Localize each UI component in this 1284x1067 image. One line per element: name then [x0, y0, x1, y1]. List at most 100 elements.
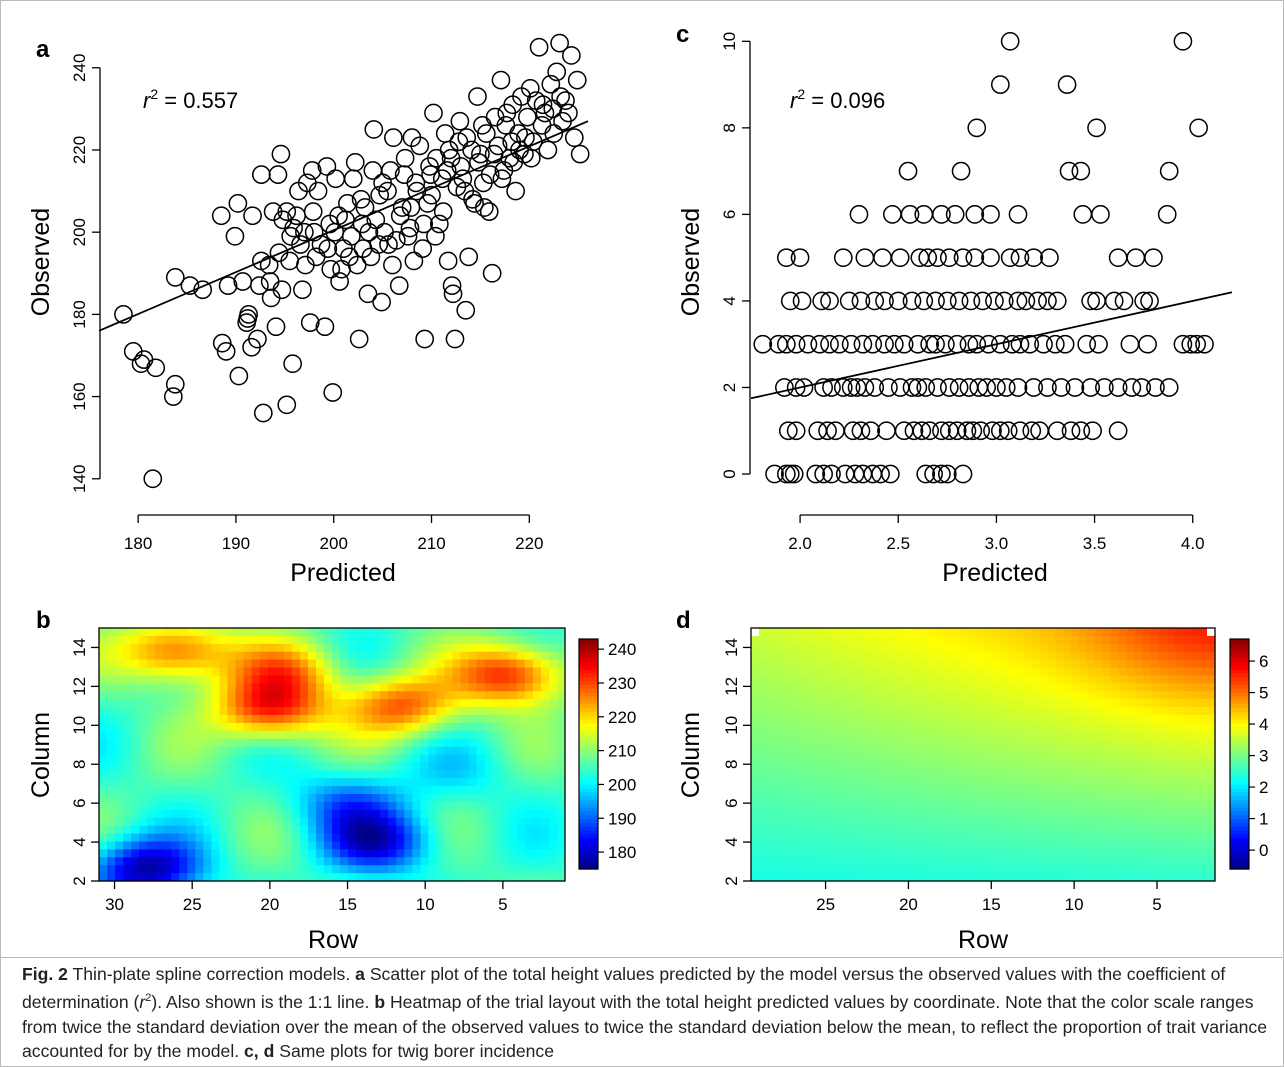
heatmap-cell	[219, 651, 229, 661]
colorbar-cell	[1230, 777, 1249, 782]
heatmap-cell	[259, 683, 269, 692]
heatmap-cell	[219, 857, 229, 866]
heatmap-cell	[1127, 817, 1136, 827]
heatmap-cell	[516, 675, 526, 684]
colorbar-tick-label: 220	[608, 708, 636, 727]
heatmap-cell	[855, 873, 864, 882]
heatmap-cell	[155, 809, 164, 819]
heatmap-cell	[492, 817, 502, 827]
heatmap-cell	[155, 707, 164, 716]
scatter-point	[808, 421, 828, 441]
heatmap-cell	[492, 651, 502, 661]
colorbar-cell	[1230, 842, 1249, 847]
heatmap-cell	[1015, 778, 1024, 787]
heatmap-cell	[1103, 762, 1112, 771]
scatter-point	[924, 464, 943, 484]
heatmap-cell	[863, 659, 872, 669]
heatmap-cell	[1191, 873, 1200, 882]
heatmap-cell	[1199, 817, 1208, 827]
heatmap-cell	[187, 825, 197, 835]
heatmap-cell	[476, 833, 486, 843]
heatmap-cell	[759, 628, 768, 637]
colorbar-cell	[1230, 658, 1249, 663]
heatmap-cell	[1191, 762, 1200, 771]
heatmap-cell	[388, 754, 397, 764]
heatmap-cell	[839, 746, 848, 756]
r2-annotation: r2 = 0.557	[143, 86, 238, 113]
heatmap-cell	[99, 841, 108, 850]
heatmap-cell	[1167, 651, 1176, 661]
heatmap-cell	[556, 675, 566, 684]
heatmap-cell	[476, 722, 486, 732]
heatmap-cell	[1111, 707, 1120, 716]
scatter-point	[216, 342, 236, 361]
heatmap-cell	[791, 738, 800, 748]
scatter-point	[786, 421, 806, 441]
heatmap-cell	[460, 754, 470, 764]
heatmap-cell	[380, 801, 389, 811]
heatmap-cell	[1063, 722, 1072, 732]
heatmap-cell	[532, 746, 542, 756]
heatmap-cell	[1095, 849, 1104, 858]
heatmap-cell	[791, 809, 800, 819]
heatmap-cell	[1007, 809, 1016, 819]
heatmap-cell	[267, 643, 277, 653]
heatmap-cell	[323, 873, 333, 882]
heatmap-cell	[139, 659, 148, 669]
heatmap-cell	[412, 628, 421, 637]
heatmap-cell	[1111, 691, 1120, 700]
heatmap-cell	[291, 659, 301, 669]
heatmap-cell	[959, 730, 968, 740]
heatmap-cell	[911, 730, 920, 740]
heatmap-cell	[1007, 707, 1016, 716]
heatmap-cell	[372, 691, 381, 700]
heatmap-cell	[1079, 786, 1088, 795]
heatmap-cell	[315, 809, 325, 819]
heatmap-cell	[147, 754, 156, 764]
heatmap-cell	[219, 873, 229, 882]
heatmap-cell	[815, 707, 824, 716]
heatmap-cell	[775, 801, 784, 811]
heatmap-cell	[951, 762, 960, 771]
heatmap-cell	[372, 817, 381, 827]
heatmap-cell	[219, 786, 229, 795]
heatmap-cell	[460, 801, 470, 811]
scatter-point	[1028, 291, 1047, 311]
heatmap-cell	[1047, 707, 1056, 716]
heatmap-cell	[839, 643, 848, 653]
heatmap-cell	[556, 794, 566, 803]
heatmap-cell	[516, 857, 526, 866]
heatmap-cell	[919, 667, 928, 677]
heatmap-cell	[179, 762, 188, 771]
heatmap-cell	[871, 817, 880, 827]
heatmap-cell	[187, 770, 197, 779]
heatmap-cell	[983, 825, 992, 835]
heatmap-cell	[1167, 691, 1176, 700]
heatmap-cell	[476, 817, 486, 827]
colorbar-cell	[579, 861, 598, 866]
heatmap-cell	[847, 865, 856, 874]
scatter-point	[532, 115, 552, 135]
heatmap-cell	[1127, 754, 1136, 764]
heatmap-cell	[348, 825, 357, 835]
heatmap-cell	[508, 825, 518, 835]
heatmap-cell	[1111, 722, 1120, 732]
heatmap-cell	[807, 833, 816, 843]
heatmap-cell	[492, 849, 502, 858]
heatmap-cell	[444, 770, 454, 779]
heatmap-cell	[211, 722, 221, 732]
heatmap-cell	[436, 699, 446, 708]
heatmap-cell	[259, 635, 269, 645]
heatmap-cell	[396, 817, 405, 827]
heatmap-cell	[452, 659, 462, 669]
heatmap-cell	[1167, 833, 1176, 843]
heatmap-cell	[548, 857, 558, 866]
heatmap-cell	[1071, 873, 1080, 882]
heatmap-cell	[919, 714, 928, 724]
heatmap-cell	[1111, 628, 1120, 637]
heatmap-cell	[275, 833, 285, 843]
heatmap-cell	[532, 770, 542, 779]
scatter-point	[1122, 378, 1142, 397]
colorbar-cell	[579, 807, 598, 813]
